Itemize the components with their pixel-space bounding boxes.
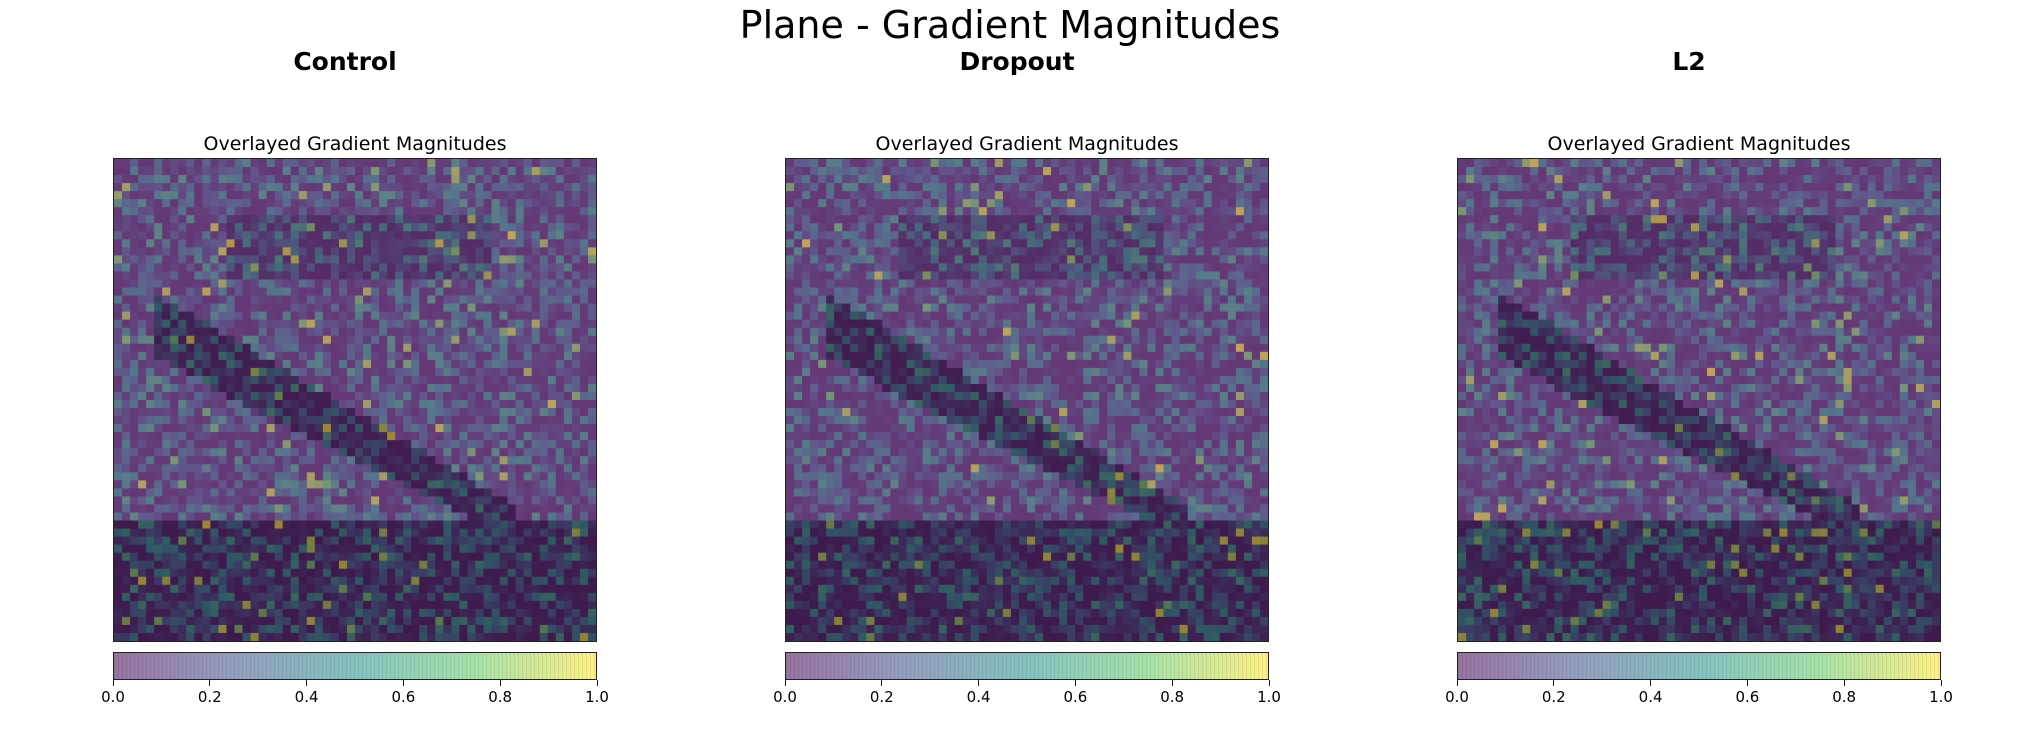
- colorbar-tick: [596, 680, 598, 686]
- colorbar-tick: [112, 680, 114, 686]
- colorbar-tick: [1171, 680, 1173, 686]
- colorbar-alpha-wash: [1458, 653, 1940, 679]
- colorbar-tick-label: 0.4: [294, 688, 319, 706]
- subplot-title-control: Overlayed Gradient Magnitudes: [203, 133, 507, 155]
- column-title-l2: L2: [1672, 47, 1706, 76]
- colorbar-texture: [114, 653, 596, 679]
- colorbar-tick-label: 0.2: [1541, 688, 1566, 706]
- colorbar-tick: [1268, 680, 1270, 686]
- colorbar-tick: [1456, 680, 1458, 686]
- colorbar-tick-label: 0.2: [869, 688, 894, 706]
- colorbar-tick-label: 0.2: [197, 688, 222, 706]
- colorbar-tick-label: 1.0: [585, 688, 609, 706]
- colorbar-tick: [306, 680, 308, 686]
- panel-dropout: Dropout Overlayed Gradient Magnitudes 0.…: [697, 0, 1337, 755]
- colorbar-tick: [402, 680, 404, 686]
- colorbar-texture: [786, 653, 1268, 679]
- colorbar-tick: [499, 680, 501, 686]
- gradient-heatmap-dropout: [785, 158, 1269, 642]
- subplot-title-dropout: Overlayed Gradient Magnitudes: [875, 133, 1179, 155]
- colorbar-tick: [1940, 680, 1942, 686]
- gradient-heatmap-control: [113, 158, 597, 642]
- colorbar-alpha-wash: [114, 653, 596, 679]
- heatmap-image: [786, 159, 1268, 641]
- colorbar-tick: [1746, 680, 1748, 686]
- colorbar-tick-label: 0.0: [773, 688, 797, 706]
- colorbar-tick-label: 0.6: [391, 688, 416, 706]
- column-title-control: Control: [293, 47, 397, 76]
- colorbar-tick-label: 0.6: [1063, 688, 1088, 706]
- heatmap-image: [114, 159, 596, 641]
- colorbar-alpha-wash: [786, 653, 1268, 679]
- subplot-title-l2: Overlayed Gradient Magnitudes: [1547, 133, 1851, 155]
- figure-title: Plane - Gradient Magnitudes: [739, 3, 1281, 47]
- heatmap-image: [1458, 159, 1940, 641]
- colorbar-tick-label: 0.4: [1638, 688, 1663, 706]
- colorbar-tick-label: 1.0: [1257, 688, 1281, 706]
- panel-control: Control Overlayed Gradient Magnitudes 0.…: [25, 0, 665, 755]
- colorbar-control: [113, 652, 597, 680]
- colorbar-tick-label: 0.6: [1735, 688, 1760, 706]
- gradient-heatmap-l2: [1457, 158, 1941, 642]
- colorbar-tick-label: 0.0: [1445, 688, 1469, 706]
- colorbar-tick: [881, 680, 883, 686]
- colorbar-tick-label: 1.0: [1929, 688, 1953, 706]
- colorbar-tick-label: 0.0: [101, 688, 125, 706]
- colorbar-tick-label: 0.8: [1160, 688, 1185, 706]
- colorbar-tick: [1843, 680, 1845, 686]
- colorbar-tick-label: 0.8: [1832, 688, 1857, 706]
- colorbar-tick: [1650, 680, 1652, 686]
- colorbar-dropout: [785, 652, 1269, 680]
- column-title-dropout: Dropout: [959, 47, 1075, 76]
- colorbar-texture: [1458, 653, 1940, 679]
- colorbar-tick: [978, 680, 980, 686]
- colorbar-l2: [1457, 652, 1941, 680]
- colorbar-tick: [784, 680, 786, 686]
- colorbar-tick-label: 0.8: [488, 688, 513, 706]
- panel-l2: L2 Overlayed Gradient Magnitudes 0.0 0.2 0…: [1369, 0, 2009, 755]
- colorbar-tick: [209, 680, 211, 686]
- colorbar-tick-label: 0.4: [966, 688, 991, 706]
- colorbar-tick: [1074, 680, 1076, 686]
- colorbar-tick: [1553, 680, 1555, 686]
